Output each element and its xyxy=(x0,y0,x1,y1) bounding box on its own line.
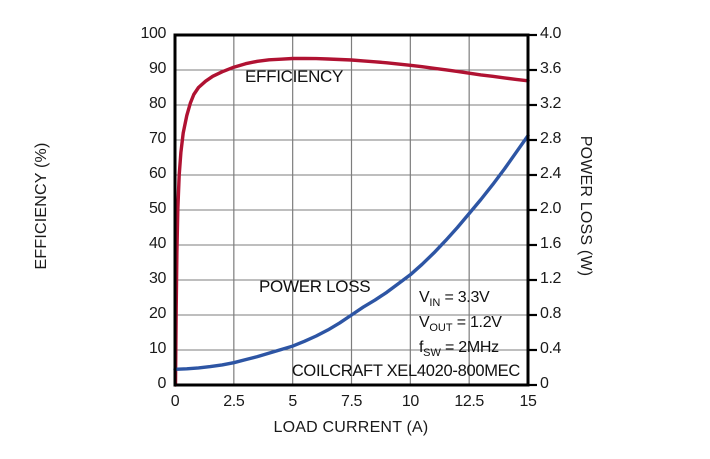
condition-text: = 1.2V xyxy=(452,314,502,332)
x-axis-tick-label: 12.5 xyxy=(454,393,484,410)
right-axis-tick-label: 4.0 xyxy=(540,25,562,42)
left-axis-tick-label: 30 xyxy=(149,270,166,287)
x-axis-title: LOAD CURRENT (A) xyxy=(273,419,429,436)
x-axis-tick-label: 0 xyxy=(170,393,180,410)
right-axis-tick-label: 3.2 xyxy=(540,95,562,112)
efficiency-curve xyxy=(173,56,530,387)
plot-border xyxy=(173,33,530,387)
condition-vin: VIN = 3.3V xyxy=(419,288,502,313)
left-axis-tick-label: 80 xyxy=(149,95,166,112)
right-axis-tick-label: 1.6 xyxy=(540,235,562,252)
condition-subscript: IN xyxy=(429,297,441,310)
left-axis-tick-label: 90 xyxy=(149,60,166,77)
left-axis-tick-label: 10 xyxy=(149,340,166,357)
condition-subscript: OUT xyxy=(429,322,453,335)
left-axis-tick-label: 20 xyxy=(149,305,166,322)
condition-text: V xyxy=(419,289,430,306)
right-axis-tick-label: 3.6 xyxy=(540,60,562,77)
test-conditions: VIN = 3.3V VOUT = 1.2V fSW = 2MHz xyxy=(419,288,502,364)
right-axis-tick-label: 0.8 xyxy=(540,305,562,322)
condition-vout: VOUT = 1.2V xyxy=(419,313,502,338)
inductor-part-label: COILCRAFT XEL4020-800MEC xyxy=(291,362,520,380)
left-axis-tick-label: 70 xyxy=(149,130,166,147)
left-axis-title: EFFICIENCY (%) xyxy=(33,142,50,270)
right-axis-tick-label: 2.8 xyxy=(540,130,562,147)
x-axis-tick-label: 2.5 xyxy=(223,393,245,410)
right-axis-tick-label: 1.2 xyxy=(540,270,562,287)
x-axis-tick-label: 15 xyxy=(519,393,537,410)
left-axis-tick-label: 0 xyxy=(157,375,167,392)
left-axis-tick-label: 100 xyxy=(140,25,167,42)
condition-text: f xyxy=(419,339,424,357)
condition-text: = 2MHz xyxy=(440,339,499,357)
x-axis-tick-label: 5 xyxy=(288,393,297,410)
right-axis-tick-label: 2.0 xyxy=(540,200,562,217)
power-loss-curve-label: POWER LOSS xyxy=(259,277,371,296)
right-axis-tick-label: 0.4 xyxy=(540,340,562,357)
condition-fsw: fSW = 2MHz xyxy=(419,338,502,363)
efficiency-curve-label: EFFICIENCY xyxy=(245,67,344,86)
right-axis-title: POWER LOSS (W) xyxy=(577,135,594,277)
condition-subscript: SW xyxy=(423,347,441,360)
condition-text: V xyxy=(419,314,430,332)
right-axis-tick-label: 0 xyxy=(540,375,549,392)
x-axis-tick-label: 7.5 xyxy=(340,393,363,410)
right-axis-tick-label: 2.4 xyxy=(540,165,562,182)
condition-text: = 3.3V xyxy=(440,289,490,306)
left-axis-tick-label: 50 xyxy=(149,200,166,217)
left-axis-tick-label: 40 xyxy=(149,235,166,252)
left-axis-tick-label: 60 xyxy=(149,165,166,182)
x-axis-tick-label: 10 xyxy=(401,393,419,410)
power-loss-curve xyxy=(173,133,530,371)
